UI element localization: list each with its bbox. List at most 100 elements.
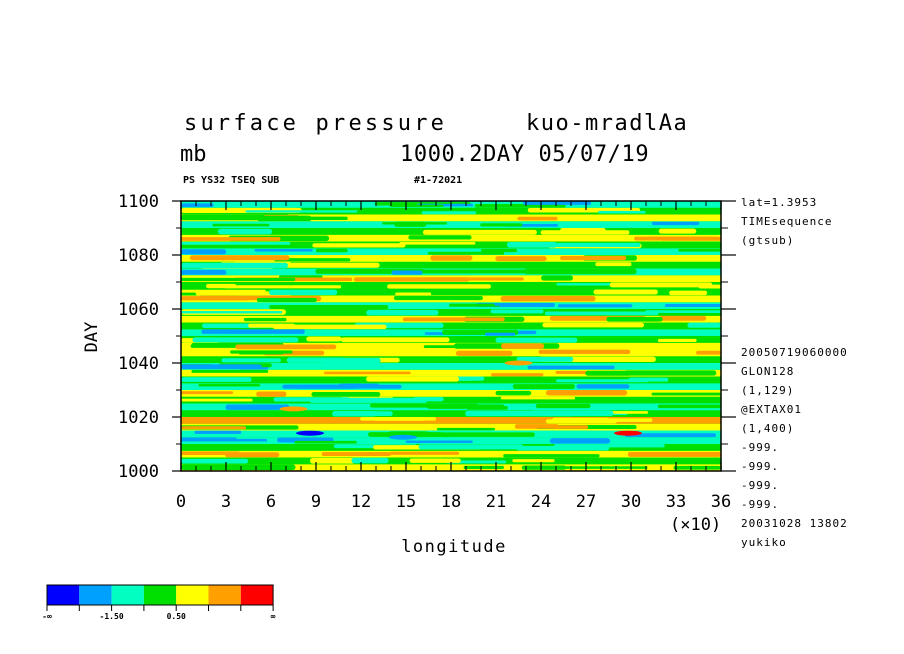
heatmap-streak — [195, 291, 292, 296]
x-tick-label: 6 — [266, 492, 276, 512]
x-tick-label: 9 — [311, 492, 321, 512]
heatmap-streak — [553, 425, 589, 429]
heatmap-streak — [366, 309, 439, 316]
heatmap-streak — [558, 466, 648, 469]
x-tick-label: 3 — [221, 492, 231, 512]
heatmap-streak — [423, 345, 460, 349]
x-tick-label: 24 — [531, 492, 551, 512]
heatmap-streak — [273, 397, 351, 402]
heatmap-streak — [490, 309, 544, 314]
heatmap-streak — [217, 228, 273, 235]
heatmap-streak — [409, 458, 461, 463]
heatmap-streak — [556, 283, 618, 286]
heatmap-streak — [390, 204, 444, 208]
heatmap-streak — [550, 242, 641, 247]
heatmap-streak — [657, 338, 697, 343]
heatmap-streak — [687, 322, 721, 328]
heatmap-extreme-spot — [504, 360, 533, 366]
heatmap-streak — [455, 350, 513, 356]
heatmap-field — [181, 201, 721, 471]
heatmap-streak — [421, 211, 477, 215]
side-info-line: yukiko — [741, 536, 787, 549]
heatmap-streak — [595, 262, 632, 267]
heatmap-streak — [535, 403, 591, 409]
heatmap-streak — [463, 465, 505, 470]
heatmap-streak — [545, 390, 628, 396]
heatmap-row — [181, 221, 721, 228]
x-tick-label: 15 — [396, 492, 416, 512]
side-info-line: -999. — [741, 479, 779, 492]
heatmap-streak — [501, 343, 545, 349]
heatmap-streak — [422, 269, 533, 274]
side-info-line: GLON128 — [741, 365, 794, 378]
heatmap-streak — [181, 391, 234, 395]
side-info-line: 20050719060000 — [741, 346, 848, 359]
heatmap-streak — [624, 370, 717, 376]
heatmap-streak — [194, 430, 242, 434]
heatmap-streak — [698, 284, 721, 289]
heatmap-row — [181, 288, 721, 296]
heatmap-streak — [269, 304, 389, 309]
heatmap-streak — [474, 204, 566, 208]
colorbar-swatch — [176, 585, 209, 605]
heatmap-row — [181, 214, 721, 222]
heatmap-streak — [277, 262, 380, 268]
heatmap-streak — [651, 221, 700, 226]
heatmap-streak — [235, 344, 337, 350]
heatmap-streak — [268, 289, 338, 295]
colorbar: -∞ -1.50 0.50 ∞ — [42, 584, 276, 621]
heatmap-streak — [238, 351, 284, 355]
heatmap-streak — [387, 284, 491, 289]
heatmap-streak — [609, 282, 713, 288]
heatmap-extreme-spot — [296, 430, 324, 436]
heatmap-streak — [181, 451, 241, 456]
heatmap-streak — [181, 262, 288, 269]
heatmap-streak — [527, 365, 615, 370]
heatmap-streak — [256, 297, 317, 302]
subtitle-left: PS YS32 TSEQ SUB — [183, 175, 279, 186]
heatmap-streak — [181, 438, 268, 442]
side-info-line: -999. — [741, 441, 779, 454]
x-tick-label: 18 — [441, 492, 461, 512]
heatmap-streak — [351, 457, 389, 464]
heatmap-streak — [624, 433, 716, 438]
heatmap-streak — [556, 379, 649, 383]
heatmap-streak — [557, 270, 607, 274]
heatmap-streak — [696, 350, 721, 355]
heatmap-streak — [306, 336, 342, 342]
run-info: 1000.2DAY 05/07/19 — [400, 142, 649, 167]
heatmap-streak — [506, 241, 558, 248]
heatmap-streak — [212, 223, 270, 227]
heatmap-streak — [408, 235, 472, 240]
heatmap-streak — [545, 311, 659, 316]
x-tick-label: 12 — [351, 492, 371, 512]
heatmap-streak — [382, 222, 448, 225]
side-info-line: (1,400) — [741, 422, 794, 435]
heatmap-streak — [181, 249, 227, 255]
heatmap-streak — [192, 337, 299, 343]
heatmap-streak — [540, 230, 630, 235]
heatmap-streak — [245, 210, 358, 213]
chart-title: surface pressure — [184, 111, 447, 136]
heatmap-streak — [576, 384, 630, 389]
colorbar-swatch — [47, 585, 80, 605]
heatmap-streak — [512, 384, 575, 389]
heatmap-streak — [340, 337, 450, 343]
heatmap-streak — [181, 269, 227, 275]
heatmap-streak — [480, 223, 523, 227]
heatmap-row — [181, 396, 721, 404]
heatmap-streak — [323, 371, 411, 375]
heatmap-streak — [500, 295, 596, 302]
heatmap-streak — [495, 390, 532, 396]
heatmap-streak — [500, 396, 576, 400]
x-tick-label: 36 — [711, 492, 731, 512]
heatmap-streak — [469, 418, 507, 422]
heatmap-streak — [181, 203, 214, 208]
heatmap-extreme-spot — [279, 406, 308, 412]
heatmap-row — [181, 261, 721, 269]
colorbar-label: 0.50 — [167, 612, 186, 621]
heatmap-streak — [256, 391, 287, 397]
heatmap-row — [181, 369, 721, 377]
heatmap-streak — [321, 451, 392, 456]
heatmap-streak — [374, 417, 425, 421]
